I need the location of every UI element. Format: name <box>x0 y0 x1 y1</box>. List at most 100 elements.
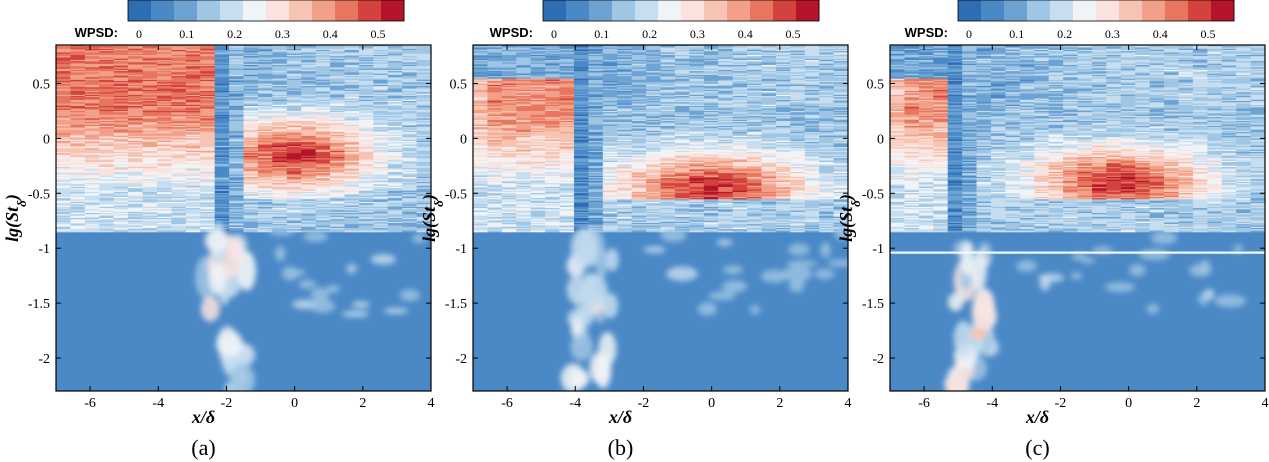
heatmap-cell <box>602 47 618 50</box>
heatmap-cell <box>732 68 748 71</box>
heatmap-cell <box>200 135 216 138</box>
heatmap-cell <box>70 73 86 76</box>
heatmap-cell <box>243 109 259 112</box>
heatmap-cell <box>185 125 201 128</box>
heatmap-cell <box>272 159 288 162</box>
heatmap-cell <box>272 185 288 188</box>
heatmap-cell <box>128 88 144 91</box>
heatmap-cell <box>243 49 259 52</box>
heatmap-cell <box>70 108 86 111</box>
heatmap-cell <box>113 205 129 208</box>
heatmap-cell <box>243 96 259 98</box>
heatmap-cell <box>113 119 129 122</box>
heatmap-cell <box>70 209 86 212</box>
heatmap-cell <box>128 76 144 78</box>
heatmap-cell <box>56 194 72 197</box>
heatmap-cell <box>747 49 763 52</box>
heatmap-cell <box>689 59 705 62</box>
heatmap-cell <box>156 150 172 153</box>
heatmap-cell <box>402 158 418 161</box>
heatmap-cell <box>301 169 317 172</box>
heatmap-cell <box>761 46 777 49</box>
heatmap-cell <box>214 87 230 90</box>
heatmap-cell <box>156 114 172 117</box>
heatmap-cell <box>229 113 245 116</box>
heatmap-cell <box>171 194 187 197</box>
heatmap-cell <box>156 135 172 138</box>
heatmap-cell <box>315 78 331 81</box>
heatmap-cell <box>330 56 346 59</box>
heatmap-cell <box>70 84 86 87</box>
heatmap-cell <box>301 51 317 54</box>
heatmap-cell <box>70 223 86 225</box>
heatmap-cell <box>416 88 431 91</box>
heatmap-cell <box>358 188 374 191</box>
heatmap-cell <box>358 225 374 228</box>
heatmap-cell <box>84 123 100 126</box>
heatmap-cell <box>315 66 331 69</box>
heatmap-cell <box>214 81 230 83</box>
heatmap-cell <box>156 64 172 67</box>
heatmap-cell <box>402 159 418 162</box>
heatmap-cell <box>56 103 72 106</box>
heatmap-cell <box>545 45 561 47</box>
heatmap-cell <box>573 54 589 57</box>
heatmap-cell <box>128 62 144 65</box>
panel-label: (a) <box>191 435 215 460</box>
heatmap-cell <box>602 45 618 47</box>
heatmap-cell <box>171 97 187 100</box>
heatmap-cell <box>272 108 288 111</box>
heatmap-cell <box>358 145 374 148</box>
heatmap-cell <box>416 117 431 120</box>
heatmap-cell <box>387 115 403 118</box>
heatmap-cell <box>229 62 245 65</box>
heatmap-cell <box>286 74 302 77</box>
heatmap-cell <box>243 163 259 166</box>
heatmap-cell <box>84 220 100 223</box>
heatmap-cell <box>674 66 690 69</box>
heatmap-cell <box>99 203 115 205</box>
heatmap-cell <box>229 74 245 77</box>
heatmap-cell <box>185 143 201 146</box>
heatmap-cell <box>545 61 561 64</box>
heatmap-cell <box>373 180 389 183</box>
heatmap-cell <box>171 168 187 171</box>
heatmap-cell <box>559 76 575 78</box>
heatmap-cell <box>301 188 317 191</box>
heatmap-cell <box>156 101 172 103</box>
heatmap-cell <box>286 211 302 214</box>
heatmap-cell <box>344 92 360 95</box>
heatmap-cell <box>344 57 360 60</box>
heatmap-cell <box>142 219 158 222</box>
heatmap-cell <box>156 94 172 97</box>
heatmap-cell <box>301 134 317 137</box>
heatmap-cell <box>142 179 158 182</box>
heatmap-cell <box>70 77 86 80</box>
heatmap-cell <box>315 120 331 123</box>
heatmap-cell <box>156 84 172 87</box>
heatmap-cell <box>330 45 346 47</box>
heatmap-cell <box>128 110 144 113</box>
heatmap-cell <box>732 87 748 90</box>
heatmap-cell <box>128 205 144 208</box>
heatmap-cell <box>373 166 389 169</box>
heatmap-cell <box>344 120 360 123</box>
heatmap-cell <box>631 83 647 86</box>
heatmap-cell <box>229 120 245 123</box>
heatmap-cell <box>185 102 201 105</box>
heatmap-cell <box>113 103 129 106</box>
heatmap-cell <box>56 89 72 92</box>
heatmap-cell <box>416 157 431 159</box>
heatmap-cell <box>185 132 201 134</box>
heatmap-cell <box>344 103 360 106</box>
heatmap-cell <box>156 178 172 181</box>
heatmap-cell <box>128 163 144 166</box>
heatmap-cell <box>142 155 158 158</box>
heatmap-cell <box>272 145 288 148</box>
heatmap-cell <box>70 63 86 66</box>
heatmap-cell <box>286 163 302 166</box>
heatmap-cell <box>775 57 791 60</box>
heatmap-cell <box>84 174 100 177</box>
heatmap-cell <box>344 118 360 121</box>
heatmap-cell <box>775 68 791 71</box>
